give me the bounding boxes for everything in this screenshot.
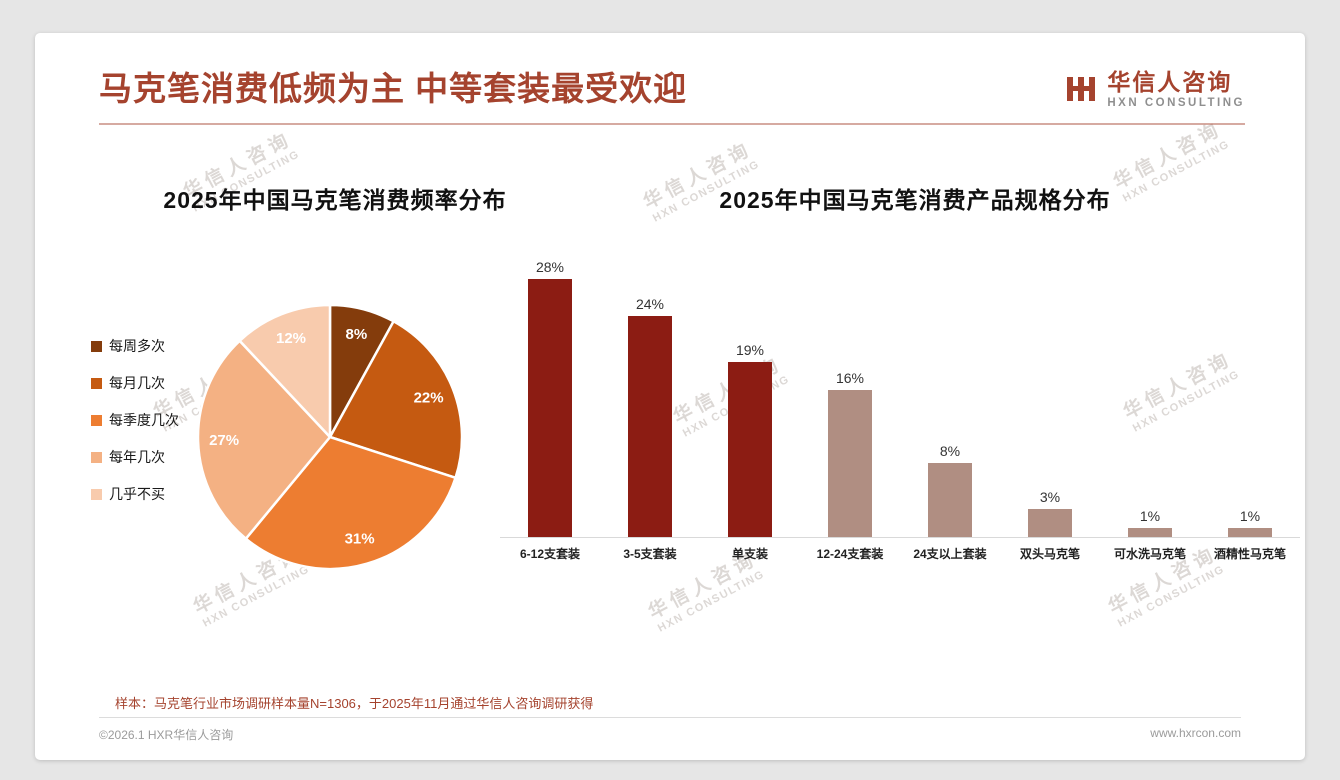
- bar: [728, 362, 772, 537]
- bar: [1228, 527, 1272, 537]
- bar-category-label: 可水洗马克笔: [1113, 547, 1186, 561]
- bar-category-label: 酒精性马克笔: [1213, 547, 1286, 561]
- watermark-cn: 华信人咨询: [1105, 543, 1222, 619]
- sample-note: 样本：马克笔行业市场调研样本量N=1306，于2025年11月通过华信人咨询调研…: [115, 696, 594, 711]
- legend-swatch: [91, 451, 102, 463]
- legend-item: 每月几次: [91, 373, 179, 393]
- bar-value-label: 1%: [1239, 507, 1261, 524]
- watermark-en: HXN CONSULTING: [655, 568, 767, 635]
- pie-slice: [238, 303, 332, 439]
- pie-data-label: 22%: [414, 390, 444, 407]
- pie-slice: [244, 435, 457, 571]
- bar-value-label: 3%: [1039, 489, 1061, 506]
- pie-chart: 8% 22% 31% 27% 12%: [196, 303, 464, 571]
- bar-category-label: 6-12支套装: [519, 547, 581, 561]
- legend-item: 几乎不买: [91, 484, 179, 504]
- bar: [1128, 527, 1172, 537]
- pie-data-label: 27%: [209, 432, 239, 449]
- logo-text: 华信人咨询 HXN CONSULTING: [1107, 69, 1245, 109]
- bar: [1028, 509, 1072, 537]
- hxn-logo-icon: [1067, 77, 1096, 101]
- pie-slice: [196, 339, 332, 540]
- bar-chart: 28% 24% 19% 16% 8% 3% 1% 1%: [500, 233, 1300, 538]
- bar: [928, 463, 972, 537]
- bar-category-label: 双头马克笔: [1019, 547, 1080, 561]
- bar-column: 28%: [500, 259, 600, 537]
- bar-category-labels: 6-12支套装 3-5支套装 单支装 12-24支套装 24支以上套装 双头马克笔 可水洗马…: [500, 545, 1300, 562]
- pie-data-label: 31%: [345, 530, 375, 547]
- page-title: 马克笔消费低频为主 中等套装最受欢迎: [99, 70, 688, 107]
- bar-value-label: 24%: [635, 296, 665, 313]
- legend-label: 几乎不买: [109, 486, 165, 502]
- bar-column: 1%: [1200, 508, 1300, 537]
- bar: [528, 279, 572, 537]
- bar-category-label: 12-24支套装: [816, 547, 884, 561]
- bar-column: 19%: [700, 342, 800, 537]
- legend-item: 每周多次: [91, 336, 179, 356]
- pie-data-label: 12%: [276, 330, 306, 347]
- watermark-en: HXN CONSULTING: [1115, 563, 1227, 630]
- bar-category-label: 3-5支套装: [623, 547, 677, 561]
- legend-item: 每季度几次: [91, 410, 179, 430]
- legend-label: 每周多次: [109, 338, 165, 354]
- legend-swatch: [91, 414, 102, 426]
- bar-value-label: 28%: [535, 259, 565, 276]
- bar-column: 24%: [600, 296, 700, 537]
- bar-category-label: 24支以上套装: [913, 547, 987, 561]
- pie-slice: [328, 320, 464, 480]
- bar-value-label: 1%: [1139, 507, 1161, 524]
- header: 马克笔消费低频为主 中等套装最受欢迎 华信人咨询 HXN CONSULTING: [99, 69, 1245, 125]
- website-url: www.hxrcon.com: [1150, 726, 1241, 740]
- bar: [628, 316, 672, 537]
- pie-legend: 每周多次每月几次每季度几次每年几次几乎不买: [91, 336, 179, 521]
- legend-item: 每年几次: [91, 447, 179, 467]
- footer: ©2026.1 HXR华信人咨询 www.hxrcon.com: [99, 717, 1241, 743]
- bar-column: 3%: [1000, 489, 1100, 537]
- logo: 华信人咨询 HXN CONSULTING: [1064, 69, 1245, 109]
- bar-column: 8%: [900, 443, 1000, 537]
- pie-data-label: 8%: [346, 326, 368, 343]
- pie-chart-title: 2025年中国马克笔消费频率分布: [163, 187, 507, 213]
- legend-swatch: [91, 377, 102, 389]
- copyright-text: ©2026.1 HXR华信人咨询: [99, 728, 234, 742]
- slide-card: 华信人咨询 HXN CONSULTING 华信人咨询 HXN CONSULTING 华信…: [35, 33, 1305, 760]
- logo-name: 华信人咨询: [1107, 69, 1233, 95]
- legend-label: 每月几次: [109, 375, 165, 391]
- bar-value-label: 16%: [835, 369, 865, 386]
- legend-label: 每季度几次: [109, 412, 179, 428]
- bar-category-label: 单支装: [731, 547, 768, 561]
- bar-column: 16%: [800, 370, 900, 537]
- bar-value-label: 8%: [939, 443, 961, 460]
- legend-swatch: [91, 340, 102, 352]
- bar-value-label: 19%: [735, 342, 765, 359]
- bar: [828, 389, 872, 537]
- logo-subtitle: HXN CONSULTING: [1107, 97, 1245, 109]
- bar-chart-title: 2025年中国马克笔消费产品规格分布: [719, 187, 1111, 213]
- bar-column: 1%: [1100, 508, 1200, 537]
- legend-swatch: [91, 488, 102, 500]
- legend-label: 每年几次: [109, 449, 165, 465]
